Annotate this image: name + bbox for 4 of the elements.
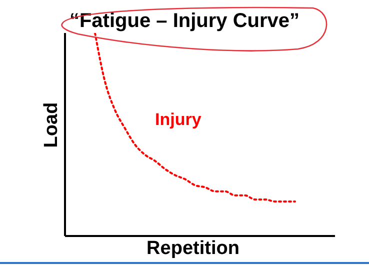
y-axis-title: Load [41,102,63,148]
annotation: Injury [155,110,202,130]
chart-title: “Fatigue – Injury Curve” [68,10,301,33]
x-axis-title: Repetition [146,238,240,260]
